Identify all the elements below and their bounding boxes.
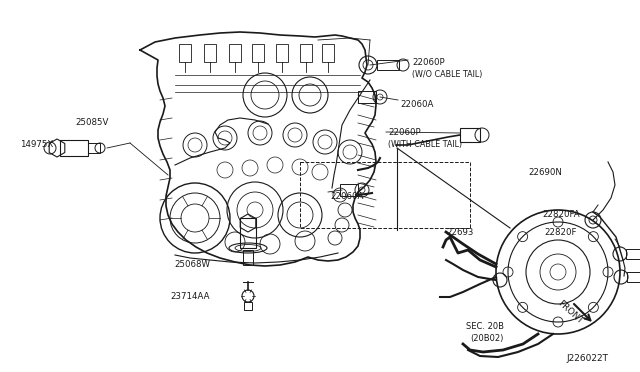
Bar — [88, 143, 100, 153]
Text: 14975X: 14975X — [20, 140, 53, 149]
Bar — [322, 44, 334, 62]
Text: J226022T: J226022T — [566, 354, 608, 363]
Text: 22060A: 22060A — [400, 100, 433, 109]
Bar — [460, 128, 480, 142]
Bar — [358, 91, 376, 103]
Bar — [377, 60, 399, 70]
Bar — [240, 218, 256, 248]
Text: 22693: 22693 — [446, 228, 474, 237]
Bar — [243, 250, 253, 265]
Bar — [276, 44, 288, 62]
Text: (W/O CABLE TAIL): (W/O CABLE TAIL) — [412, 70, 483, 79]
Text: 22820FA: 22820FA — [542, 210, 580, 219]
Text: 22060P: 22060P — [388, 128, 420, 137]
Text: 22060A: 22060A — [330, 192, 364, 201]
Bar — [626, 249, 640, 259]
Text: 22690N: 22690N — [528, 168, 562, 177]
Bar — [300, 162, 470, 228]
Bar — [252, 44, 264, 62]
Text: 25068W: 25068W — [174, 260, 210, 269]
Text: FRONT: FRONT — [556, 299, 585, 326]
Text: (WITH CABLE TAIL): (WITH CABLE TAIL) — [388, 140, 462, 149]
Text: (20B02): (20B02) — [470, 334, 504, 343]
Bar — [204, 44, 216, 62]
Bar — [300, 44, 312, 62]
Text: SEC. 20B: SEC. 20B — [466, 322, 504, 331]
Text: 25085V: 25085V — [75, 118, 108, 127]
Text: 22060P: 22060P — [412, 58, 445, 67]
Bar — [179, 44, 191, 62]
Bar — [340, 184, 358, 196]
Bar — [60, 140, 88, 156]
Text: 23714AA: 23714AA — [170, 292, 209, 301]
Bar — [627, 272, 640, 282]
Text: 22820F: 22820F — [544, 228, 577, 237]
Bar — [244, 302, 252, 310]
Bar — [229, 44, 241, 62]
